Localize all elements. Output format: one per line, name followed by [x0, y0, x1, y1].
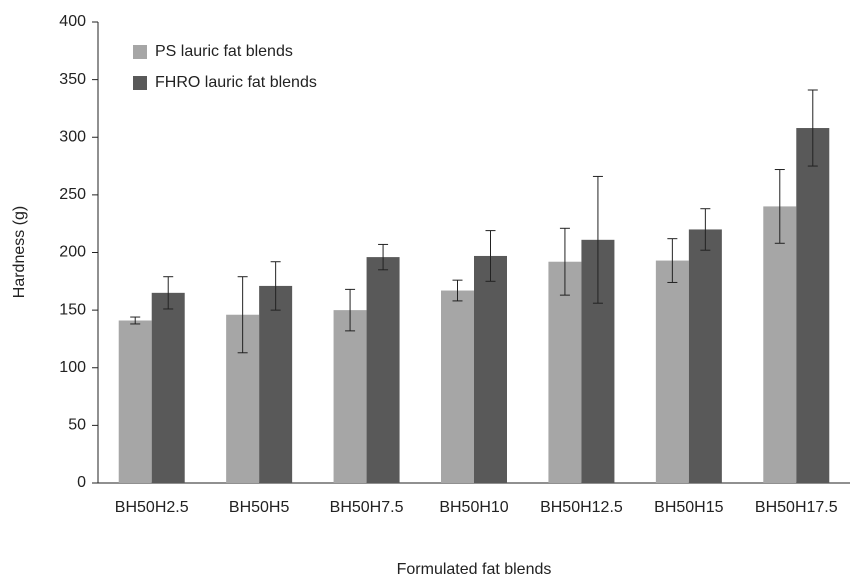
bar [796, 128, 830, 483]
bar [655, 260, 689, 483]
x-tick-label: BH50H7.5 [330, 499, 404, 516]
legend-swatch [133, 76, 147, 90]
y-tick-label: 250 [59, 186, 86, 203]
error-bar [559, 227, 570, 296]
x-tick-label: BH50H2.5 [115, 499, 189, 516]
x-tick-label: BH50H12.5 [540, 499, 623, 516]
bar [151, 292, 185, 483]
y-tick-label: 100 [59, 359, 86, 376]
bar [259, 285, 293, 483]
error-bar [345, 288, 356, 332]
bar [366, 257, 400, 483]
error-bar [774, 169, 785, 244]
error-bar [237, 276, 248, 354]
y-tick-label: 0 [77, 474, 86, 491]
bar [474, 255, 507, 483]
x-tick-label: BH50H15 [654, 499, 723, 516]
bar [548, 261, 582, 483]
bar [441, 290, 474, 483]
error-bar [130, 316, 141, 325]
error-bar [807, 89, 818, 167]
x-axis-label: Formulated fat blends [397, 561, 552, 578]
y-tick-label: 400 [59, 13, 86, 30]
bar [688, 229, 722, 483]
legend-label: PS lauric fat blends [155, 43, 293, 60]
legend-swatch [133, 45, 147, 59]
y-tick-label: 50 [68, 417, 86, 434]
y-tick-label: 350 [59, 71, 86, 88]
y-tick-label: 150 [59, 301, 86, 318]
y-tick-label: 300 [59, 128, 86, 145]
error-bar [700, 208, 711, 251]
bar [333, 310, 367, 483]
x-tick-label: BH50H17.5 [755, 499, 838, 516]
error-bar [592, 175, 603, 304]
x-tick-label: BH50H10 [439, 499, 508, 516]
bar [763, 206, 797, 483]
error-bar [452, 279, 463, 302]
error-bar [270, 261, 281, 311]
y-axis-label: Hardness (g) [11, 206, 28, 298]
error-bar [667, 238, 678, 283]
bar [118, 320, 152, 483]
x-tick-label: BH50H5 [229, 499, 290, 516]
error-bar [378, 243, 389, 271]
error-bar [485, 230, 496, 282]
y-tick-label: 200 [59, 244, 86, 261]
error-bar [163, 276, 174, 310]
legend-label: FHRO lauric fat blends [155, 74, 317, 91]
